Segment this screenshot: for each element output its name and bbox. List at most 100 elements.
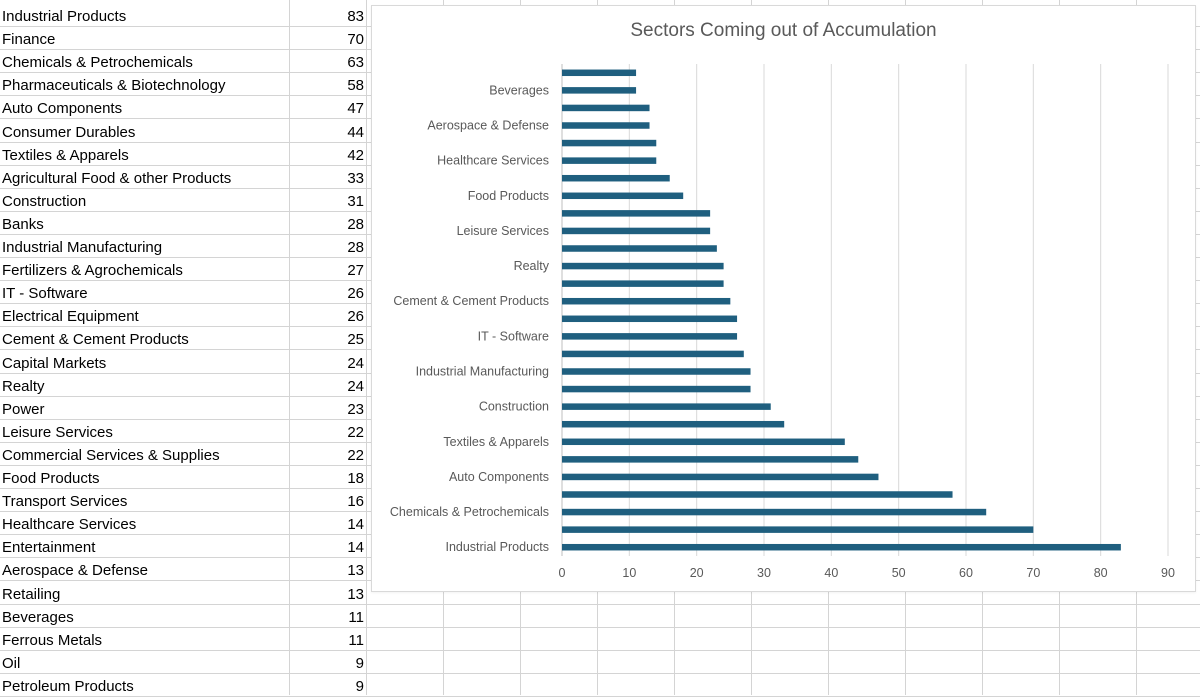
y-category-label: Aerospace & Defense xyxy=(427,119,549,133)
x-tick-label: 0 xyxy=(559,566,566,580)
sector-count-cell[interactable]: 18 xyxy=(347,470,364,487)
chart-plot: 0 10 20 30 40 50 60 70 80 90 Industrial Products Ch… xyxy=(390,64,1175,580)
sector-name-cell[interactable]: Banks xyxy=(2,215,44,233)
sector-count-cell[interactable]: 26 xyxy=(347,285,364,303)
sector-name-cell[interactable]: Commercial Services & Supplies xyxy=(2,446,220,464)
bar xyxy=(562,192,684,200)
bar xyxy=(562,350,744,358)
sector-count-cell[interactable]: 27 xyxy=(347,262,364,280)
sector-count-cell[interactable]: 9 xyxy=(355,654,364,672)
sector-name-cell[interactable]: Realty xyxy=(2,377,45,395)
y-category-label: IT - Software xyxy=(478,329,549,343)
sector-count-cell[interactable]: 28 xyxy=(347,239,364,256)
y-category-label: Textiles & Apparels xyxy=(443,435,549,449)
sector-count-cell[interactable]: 14 xyxy=(347,539,364,557)
sector-name-cell[interactable]: Ferrous Metals xyxy=(2,631,103,649)
x-tick-label: 10 xyxy=(622,566,636,580)
sector-count-cell[interactable]: 28 xyxy=(347,215,364,233)
sector-name-cell[interactable]: Construction xyxy=(2,192,87,210)
sector-name-cell[interactable]: Leisure Services xyxy=(2,423,113,441)
sector-name-cell[interactable]: Industrial Manufacturing xyxy=(2,239,163,256)
x-tick-label: 90 xyxy=(1161,566,1175,580)
x-tick-label: 50 xyxy=(892,566,906,580)
sector-count-cell[interactable]: 83 xyxy=(347,8,364,25)
sector-name-cell[interactable]: Entertainment xyxy=(2,539,96,557)
sector-count-cell[interactable]: 16 xyxy=(347,493,364,511)
sector-count-cell[interactable]: 58 xyxy=(347,77,364,95)
sector-count-cell[interactable]: 14 xyxy=(347,516,364,534)
sector-count-cell[interactable]: 13 xyxy=(347,585,364,603)
sector-name-cell[interactable]: Textiles & Apparels xyxy=(2,146,129,164)
x-tick-label: 40 xyxy=(824,566,838,580)
sector-name-cell[interactable]: Retailing xyxy=(2,585,61,603)
sector-name-cell[interactable]: Beverages xyxy=(2,608,74,626)
bar xyxy=(562,385,751,393)
sector-count-cell[interactable]: 31 xyxy=(347,192,364,210)
sector-name-cell[interactable]: Oil xyxy=(2,654,21,672)
sector-count-cell[interactable]: 24 xyxy=(347,354,364,372)
y-category-label: Auto Components xyxy=(449,470,549,484)
bar xyxy=(562,526,1034,533)
sector-name-cell[interactable]: Electrical Equipment xyxy=(2,308,139,326)
sector-count-cell[interactable]: 44 xyxy=(347,123,364,141)
sector-count-cell[interactable]: 33 xyxy=(347,169,364,187)
sector-name-cell[interactable]: IT - Software xyxy=(2,285,88,303)
table-row[interactable]: Beverages 11 xyxy=(0,605,1200,628)
sector-count-cell[interactable]: 11 xyxy=(348,608,364,626)
sector-name-cell[interactable]: Cement & Cement Products xyxy=(2,331,189,349)
sector-count-cell[interactable]: 9 xyxy=(355,677,364,695)
sector-name-cell[interactable]: Power xyxy=(2,400,45,418)
bar xyxy=(562,508,987,516)
y-category-label: Cement & Cement Products xyxy=(393,294,549,308)
sector-count-cell[interactable]: 63 xyxy=(347,54,364,72)
y-category-label: Healthcare Services xyxy=(437,154,549,168)
sector-count-cell[interactable]: 70 xyxy=(347,31,364,49)
bar xyxy=(562,315,738,323)
bar xyxy=(562,157,657,164)
bar xyxy=(562,280,724,287)
sector-count-cell[interactable]: 24 xyxy=(347,377,364,395)
table-row[interactable]: Ferrous Metals 11 xyxy=(0,628,1200,651)
bar xyxy=(562,174,670,182)
sector-name-cell[interactable]: Food Products xyxy=(2,470,100,487)
sector-count-cell[interactable]: 23 xyxy=(347,400,364,418)
sector-count-cell[interactable]: 25 xyxy=(347,331,364,349)
sector-name-cell[interactable]: Petroleum Products xyxy=(2,677,134,695)
sector-name-cell[interactable]: Transport Services xyxy=(2,493,128,511)
bar-chart[interactable]: Sectors Coming out of Accumulation 0 10 20… xyxy=(371,5,1196,592)
sector-name-cell[interactable]: Agricultural Food & other Products xyxy=(2,169,232,187)
sector-count-cell[interactable]: 42 xyxy=(347,146,364,164)
x-tick-label: 70 xyxy=(1026,566,1040,580)
y-category-label: Industrial Products xyxy=(445,540,549,554)
sector-name-cell[interactable]: Industrial Products xyxy=(2,8,127,25)
x-tick-label: 60 xyxy=(959,566,973,580)
bar xyxy=(562,543,1121,551)
bar xyxy=(562,297,731,305)
sector-count-cell[interactable]: 22 xyxy=(347,446,364,464)
sector-name-cell[interactable]: Finance xyxy=(2,31,56,49)
table-row[interactable]: Retailing 13 xyxy=(0,582,1200,605)
sector-count-cell[interactable]: 47 xyxy=(347,100,364,118)
sector-name-cell[interactable]: Fertilizers & Agrochemicals xyxy=(2,262,183,280)
bar xyxy=(562,368,751,375)
sector-name-cell[interactable]: Pharmaceuticals & Biotechnology xyxy=(2,77,226,95)
sector-count-cell[interactable]: 22 xyxy=(347,423,364,441)
bar xyxy=(562,210,711,217)
sector-count-cell[interactable]: 26 xyxy=(347,308,364,326)
sector-name-cell[interactable]: Chemicals & Petrochemicals xyxy=(2,54,193,72)
y-category-label: Beverages xyxy=(489,83,549,97)
bar xyxy=(562,139,657,147)
y-category-label: Construction xyxy=(479,400,549,414)
sector-name-cell[interactable]: Healthcare Services xyxy=(2,516,137,534)
sector-count-cell[interactable]: 11 xyxy=(348,631,364,649)
sector-name-cell[interactable]: Capital Markets xyxy=(2,354,107,372)
sector-name-cell[interactable]: Aerospace & Defense xyxy=(2,562,148,580)
bar xyxy=(562,333,738,340)
bar xyxy=(562,122,650,129)
sector-count-cell[interactable]: 13 xyxy=(347,562,364,580)
table-row[interactable]: Petroleum Products 9 xyxy=(0,674,1200,697)
bar xyxy=(562,262,724,270)
sector-name-cell[interactable]: Consumer Durables xyxy=(2,123,136,141)
sector-name-cell[interactable]: Auto Components xyxy=(2,100,123,118)
table-row[interactable]: Oil 9 xyxy=(0,651,1200,674)
